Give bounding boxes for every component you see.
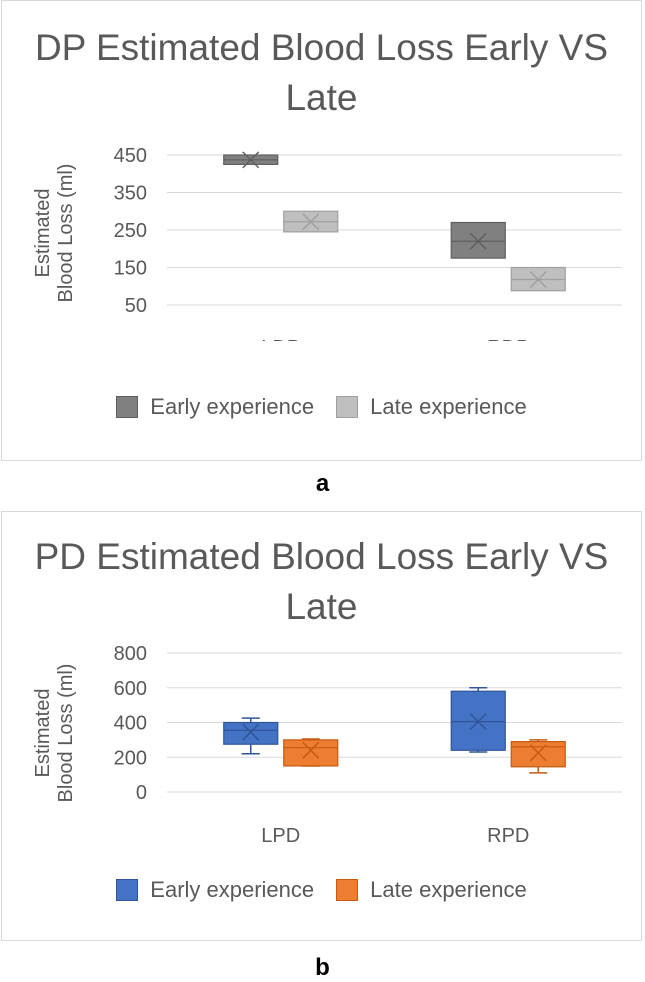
y-tick-label-a-4: 50	[125, 295, 147, 317]
box-b-s0-lpd	[223, 721, 279, 745]
legend-swatch-early-b	[116, 879, 139, 901]
panel-label-b: b	[315, 954, 330, 981]
legend-b: Early experience Late experience	[2, 877, 641, 903]
box-b-s1-lpd	[283, 739, 339, 767]
y-tick-label-a-3: 150	[114, 258, 147, 280]
legend-label-early-a: Early experience	[150, 394, 315, 419]
y-tick-label-a-0: 450	[114, 145, 147, 167]
x-category-label-a-rdp: RDP	[487, 337, 529, 341]
x-category-label-a-ldp: LDP	[261, 337, 300, 341]
mean-marker-b-a-s1-rdp	[529, 270, 547, 289]
y-tick-label-b-3: 200	[114, 747, 147, 769]
x-category-label-b-rpd: RPD	[487, 825, 529, 847]
chart-title-a-line2: Late	[285, 77, 358, 118]
legend-item-late-a: Late experience	[336, 394, 527, 420]
panel-label-a: a	[315, 470, 330, 497]
legend-item-late-b: Late experience	[336, 877, 527, 903]
legend-label-late-a: Late experience	[370, 394, 527, 419]
legend-label-late-b: Late experience	[370, 877, 527, 902]
mean-marker-b-b-s1-rpd	[529, 744, 547, 762]
x-category-label-b-lpd: LPD	[261, 825, 300, 847]
y-tick-label-b-4: 0	[136, 782, 147, 804]
chart-title-b-line1: PD Estimated Blood Loss Early VS	[34, 536, 609, 577]
y-tick-label-a-1: 350	[114, 183, 147, 205]
box-b-s1-rpd	[510, 741, 566, 768]
mean-marker-b-a-s0-ldp	[242, 151, 260, 169]
y-tick-label-a-2: 250	[114, 220, 147, 242]
legend-swatch-late-b	[336, 879, 359, 901]
chart-title-b-line2: Late	[285, 586, 358, 627]
legend-swatch-late-a	[336, 396, 359, 418]
mean-marker-b-a-s0-rdp	[469, 232, 487, 250]
legend-swatch-early-a	[116, 396, 139, 418]
mean-marker-b-b-s1-lpd	[302, 741, 320, 759]
chart-panel-a: DP Estimated Blood Loss Early VS Late Es…	[1, 0, 642, 461]
chart-title-a: DP Estimated Blood Loss Early VS Late	[2, 23, 641, 123]
mean-marker-b-b-s0-rpd	[469, 713, 487, 731]
chart-panel-b: PD Estimated Blood Loss Early VS Late Es…	[1, 511, 642, 941]
chart-title-b: PD Estimated Blood Loss Early VS Late	[2, 532, 641, 632]
y-tick-label-b-0: 800	[114, 643, 147, 665]
chart-title-a-line1: DP Estimated Blood Loss Early VS	[34, 27, 609, 68]
plot-area-a: 450 350 250 150 50 LDP RDP	[114, 145, 622, 341]
mean-marker-b-a-s1-ldp	[302, 213, 320, 231]
y-tick-label-b-1: 600	[114, 678, 147, 700]
legend-item-early-a: Early experience	[116, 394, 314, 420]
legend-item-early-b: Early experience	[116, 877, 314, 903]
mean-marker-b-b-s0-lpd	[242, 723, 260, 741]
legend-a: Early experience Late experience	[2, 394, 641, 420]
y-tick-label-b-2: 400	[114, 713, 147, 735]
plot-area-b: 800 600 400 200 0 LPD RPD	[114, 643, 622, 847]
legend-label-early-b: Early experience	[150, 877, 315, 902]
